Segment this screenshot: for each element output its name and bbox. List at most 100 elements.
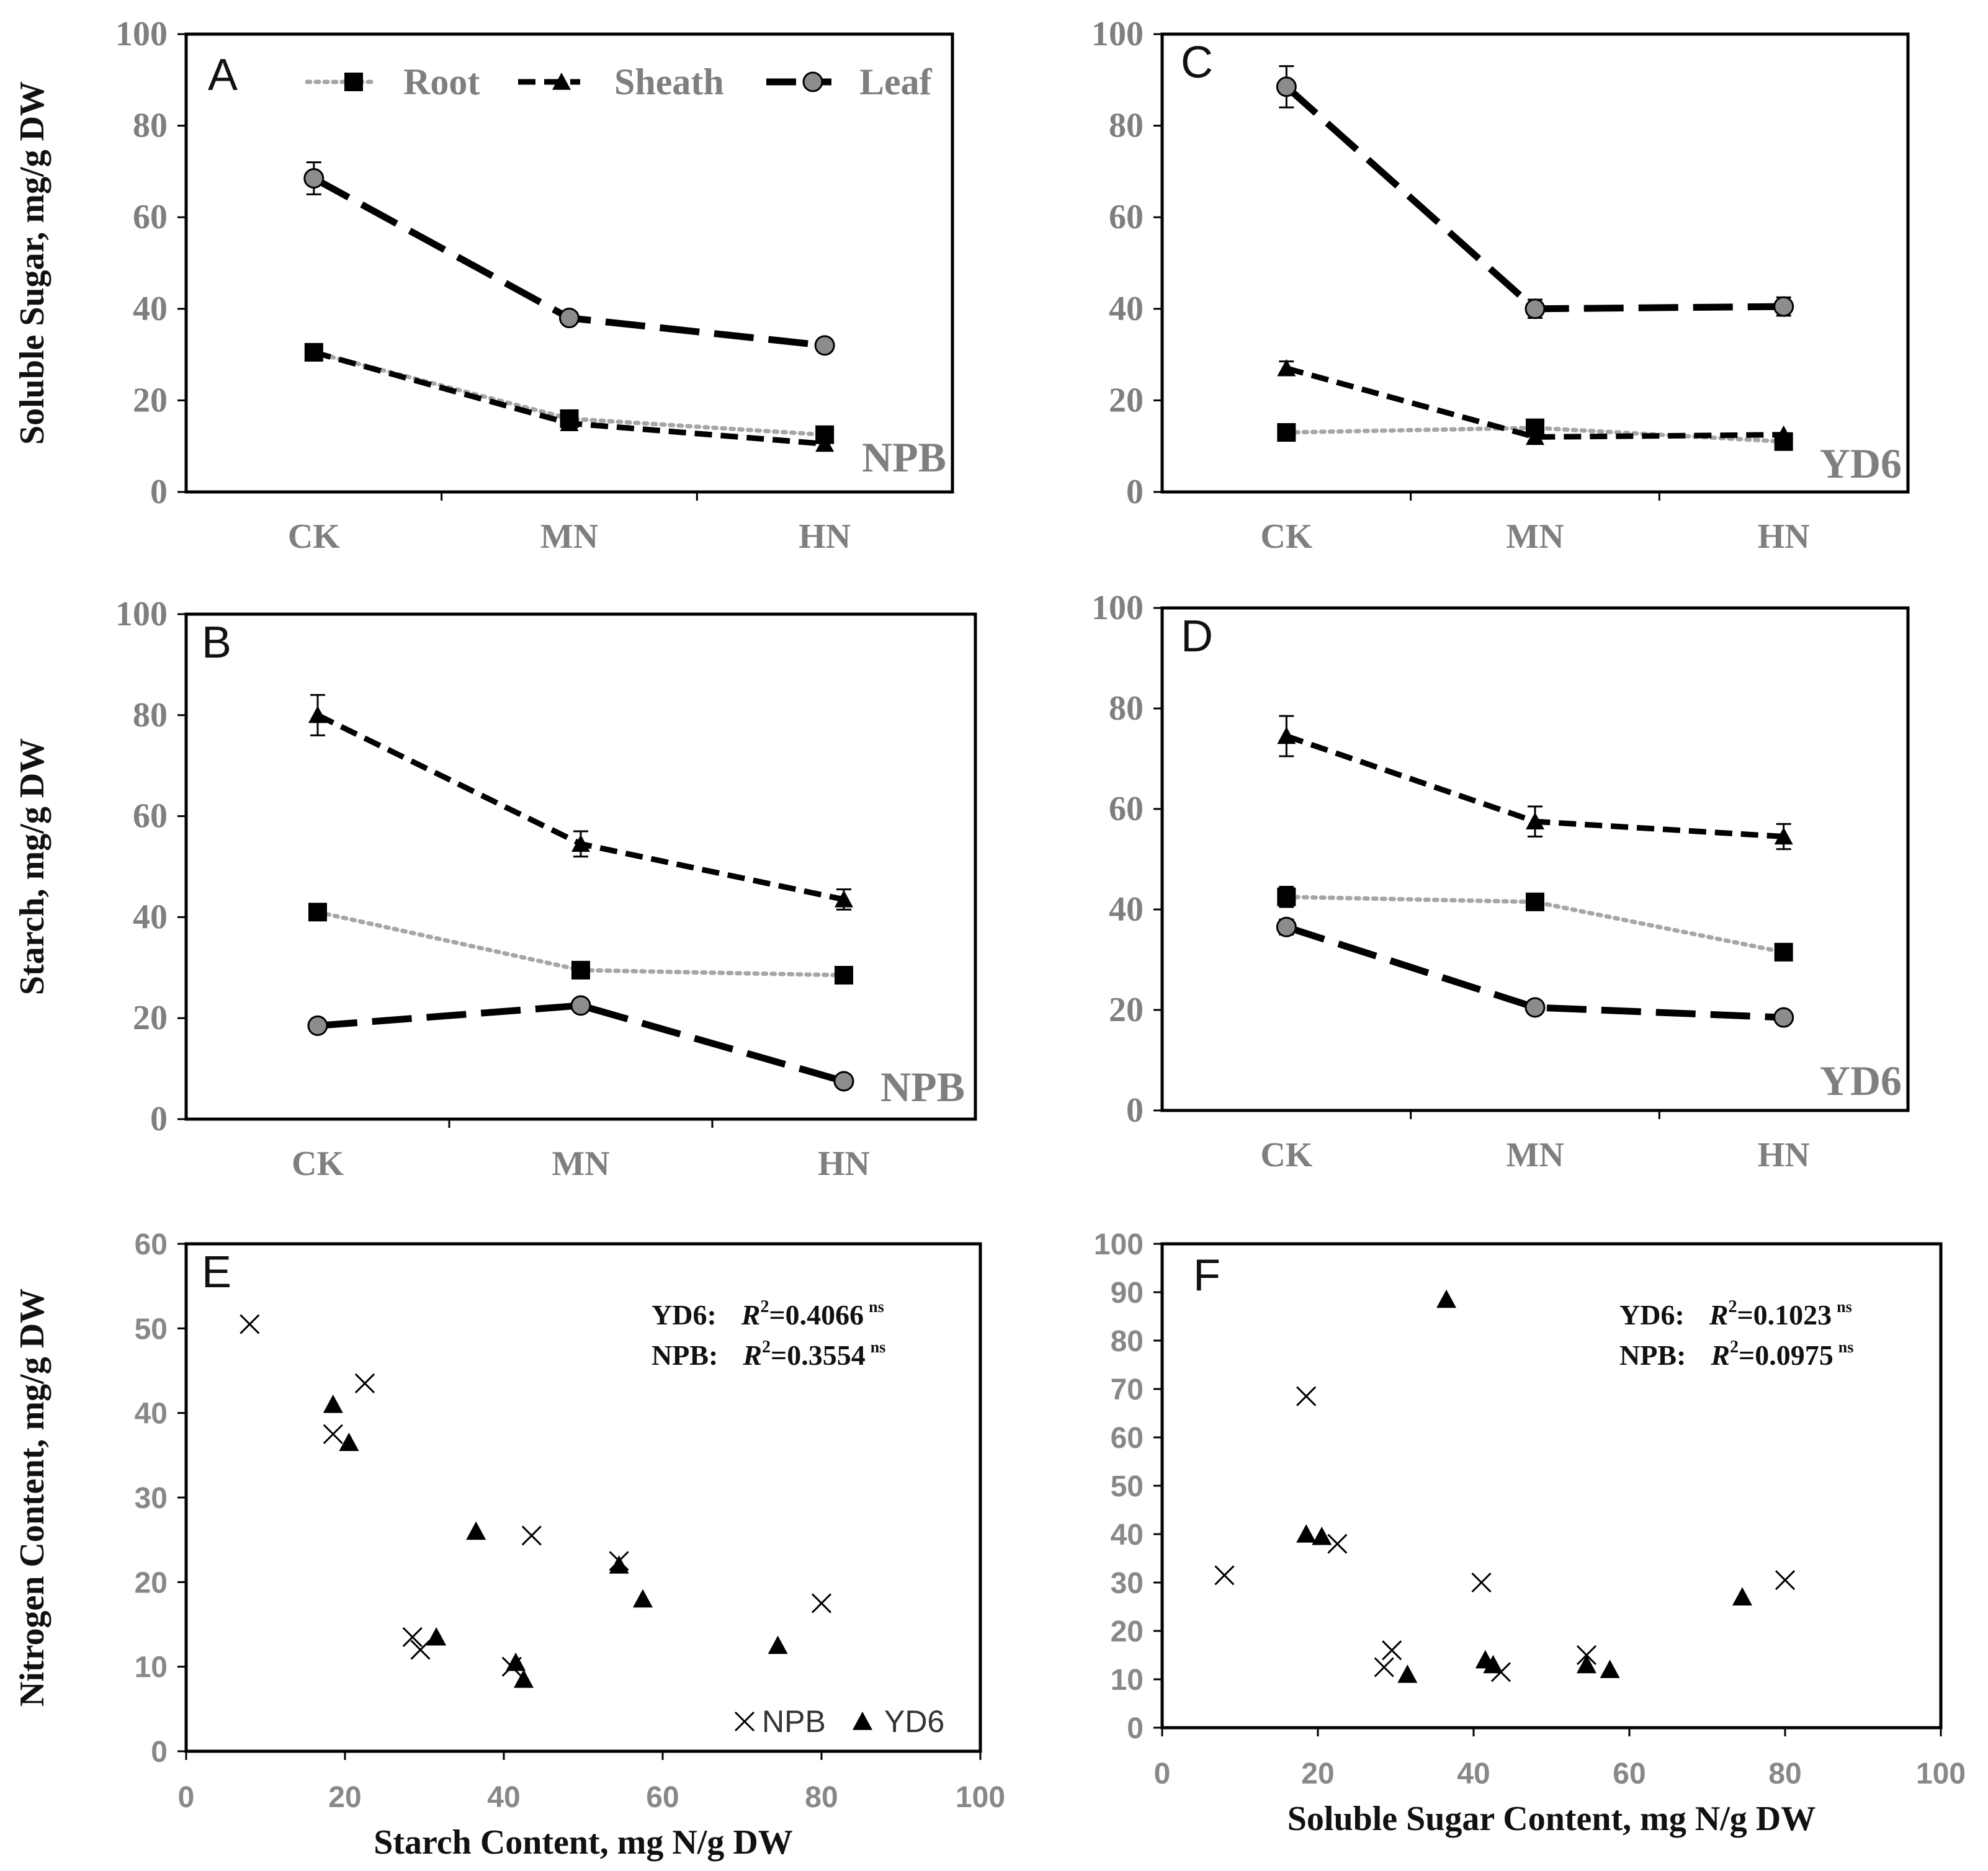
scatter-point-F-npb-8-stroke-b — [1775, 1570, 1796, 1591]
r2-annotation-E-yd6: YD6: R2=0.4066 ns — [651, 1297, 884, 1331]
y-tick-label-F-60: 60 — [1111, 1422, 1144, 1455]
data-point-B-sheath-MN — [571, 834, 590, 852]
y-tick-label-B-40: 40 — [133, 898, 168, 936]
series-line-C-sheath — [1286, 365, 1784, 440]
scatter-point-F-npb-2 — [1327, 1534, 1348, 1554]
y-tick-label-B-60: 60 — [133, 797, 168, 836]
r2-label-E-npb: NPB: — [651, 1339, 718, 1371]
scatter-point-E-npb-6 — [521, 1525, 542, 1546]
legend-label-sheath: Sheath — [614, 61, 724, 102]
r2-value-E-npb: =0.3554 — [771, 1339, 866, 1371]
y-tick-label-E-50: 50 — [135, 1313, 168, 1346]
x-tick-label-D-HN: HN — [1758, 1136, 1810, 1174]
scatter-point-E-npb-2 — [354, 1373, 375, 1394]
scatter-point-F-npb-0-stroke-b — [1214, 1565, 1235, 1586]
scatter-point-F-yd6-1 — [1312, 1526, 1332, 1545]
x-axis-label-F: Soluble Sugar Content, mg N/g DW — [1287, 1800, 1816, 1838]
x-tick-label-B-MN: MN — [552, 1145, 609, 1183]
legend-marker-sheath — [552, 73, 571, 90]
x-tick-label-B-CK: CK — [292, 1145, 344, 1183]
y-tick-label-F-40: 40 — [1111, 1519, 1144, 1552]
x-tick-label-A-CK: CK — [288, 517, 340, 556]
panel-letter-E: E — [202, 1248, 231, 1297]
y-tick-label-F-90: 90 — [1111, 1277, 1144, 1310]
y-tick-label-C-20: 20 — [1109, 381, 1144, 419]
data-point-D-leaf-MN — [1525, 997, 1546, 1018]
r2-annotation-F-yd6: YD6: R2=0.1023 ns — [1619, 1297, 1852, 1331]
x-tick-label-F-0: 0 — [1154, 1757, 1171, 1790]
scatter-point-E-yd6-1 — [339, 1432, 359, 1451]
scatter-point-E-yd6-3 — [426, 1627, 447, 1646]
scatter-point-F-yd6-5 — [1483, 1654, 1503, 1674]
x-tick-label-C-HN: HN — [1758, 517, 1810, 556]
scatter-legend-marker-npb-stroke-b — [734, 1711, 755, 1732]
scatter-point-F-yd6-3 — [1397, 1664, 1418, 1683]
scatter-point-E-yd6-8 — [768, 1635, 788, 1654]
y-tick-label-D-80: 80 — [1109, 689, 1144, 728]
scatter-legend-marker-yd6 — [853, 1712, 872, 1730]
y-tick-label-C-100: 100 — [1091, 15, 1144, 53]
scatter-point-E-npb-6-stroke-b — [521, 1525, 542, 1546]
r2-value-F-yd6: =0.1023 — [1737, 1299, 1832, 1331]
x-tick-label-A-HN: HN — [799, 517, 851, 556]
r2-value-F-npb: =0.0975 — [1739, 1339, 1834, 1371]
data-point-B-leaf-HN — [833, 1071, 854, 1092]
y-tick-label-F-0: 0 — [1127, 1712, 1144, 1745]
cultivar-tag-C: YD6 — [1820, 440, 1902, 487]
scatter-point-F-npb-5-stroke-b — [1471, 1572, 1492, 1593]
data-point-D-sheath-CK — [1277, 726, 1296, 744]
x-tick-label-F-20: 20 — [1301, 1757, 1334, 1790]
y-tick-label-D-100: 100 — [1091, 589, 1144, 627]
r2-ns-F-npb: ns — [1838, 1338, 1854, 1356]
legend-label-root: Root — [403, 61, 480, 102]
data-point-B-root-MN — [571, 960, 590, 980]
y-tick-label-C-60: 60 — [1109, 198, 1144, 236]
y-tick-label-E-30: 30 — [135, 1482, 168, 1515]
y-tick-label-A-100: 100 — [115, 15, 168, 53]
x-tick-label-E-40: 40 — [487, 1781, 520, 1814]
r2-superscript-F-yd6: 2 — [1728, 1297, 1737, 1316]
data-point-C-sheath-CK — [1277, 359, 1296, 377]
cultivar-tag-D: YD6 — [1820, 1057, 1902, 1104]
scatter-point-F-yd6-2 — [1436, 1289, 1457, 1308]
y-tick-label-B-0: 0 — [150, 1100, 168, 1138]
y-tick-label-A-60: 60 — [133, 198, 168, 236]
r2-superscript-F-npb: 2 — [1730, 1337, 1739, 1357]
scatter-point-E-npb-1 — [323, 1424, 343, 1444]
x-tick-label-D-MN: MN — [1506, 1136, 1564, 1174]
scatter-point-F-npb-2-stroke-b — [1327, 1534, 1348, 1554]
y-tick-label-F-30: 30 — [1111, 1567, 1144, 1600]
r2-label-F-npb: NPB: — [1619, 1339, 1686, 1371]
scatter-point-E-npb-4-stroke-b — [410, 1640, 431, 1660]
data-point-C-leaf-HN — [1773, 296, 1794, 317]
data-point-C-leaf-CK — [1276, 76, 1297, 97]
scatter-point-E-npb-0-stroke-b — [240, 1314, 260, 1334]
x-tick-label-F-60: 60 — [1613, 1757, 1645, 1790]
data-point-B-leaf-MN — [570, 995, 591, 1016]
x-tick-label-E-60: 60 — [646, 1781, 679, 1814]
series-line-C-root — [1284, 426, 1786, 444]
r2-symbol-E-npb: R — [742, 1339, 762, 1371]
data-point-A-sheath-CK — [304, 342, 323, 360]
y-tick-label-E-60: 60 — [135, 1228, 168, 1261]
scatter-legend: NPB YD6 — [734, 1704, 944, 1739]
y-tick-label-C-40: 40 — [1109, 290, 1144, 328]
data-point-A-leaf-CK — [303, 167, 325, 189]
r2-annotation-F-npb: NPB: R2=0.0975 ns — [1619, 1337, 1853, 1371]
y-axis-label-A: Soluble Sugar, mg/g DW — [13, 81, 51, 445]
scatter-point-F-yd6-7 — [1600, 1659, 1620, 1678]
data-point-C-sheath-HN — [1774, 425, 1793, 443]
y-tick-label-C-80: 80 — [1109, 107, 1144, 145]
x-tick-label-E-20: 20 — [328, 1781, 361, 1814]
r2-label-F-yd6: YD6: — [1619, 1299, 1685, 1331]
scatter-point-E-npb-1-stroke-b — [323, 1424, 343, 1444]
y-axis-label-E: Nitrogen Content, mg/g DW — [13, 1288, 51, 1707]
plot-area-B — [184, 612, 977, 1121]
x-tick-label-C-CK: CK — [1260, 517, 1312, 556]
y-tick-label-B-100: 100 — [115, 595, 168, 633]
data-point-D-root-CK — [1277, 887, 1296, 906]
r2-ns-E-npb: ns — [871, 1338, 886, 1356]
y-tick-label-B-80: 80 — [133, 696, 168, 735]
y-tick-label-A-20: 20 — [133, 381, 168, 419]
